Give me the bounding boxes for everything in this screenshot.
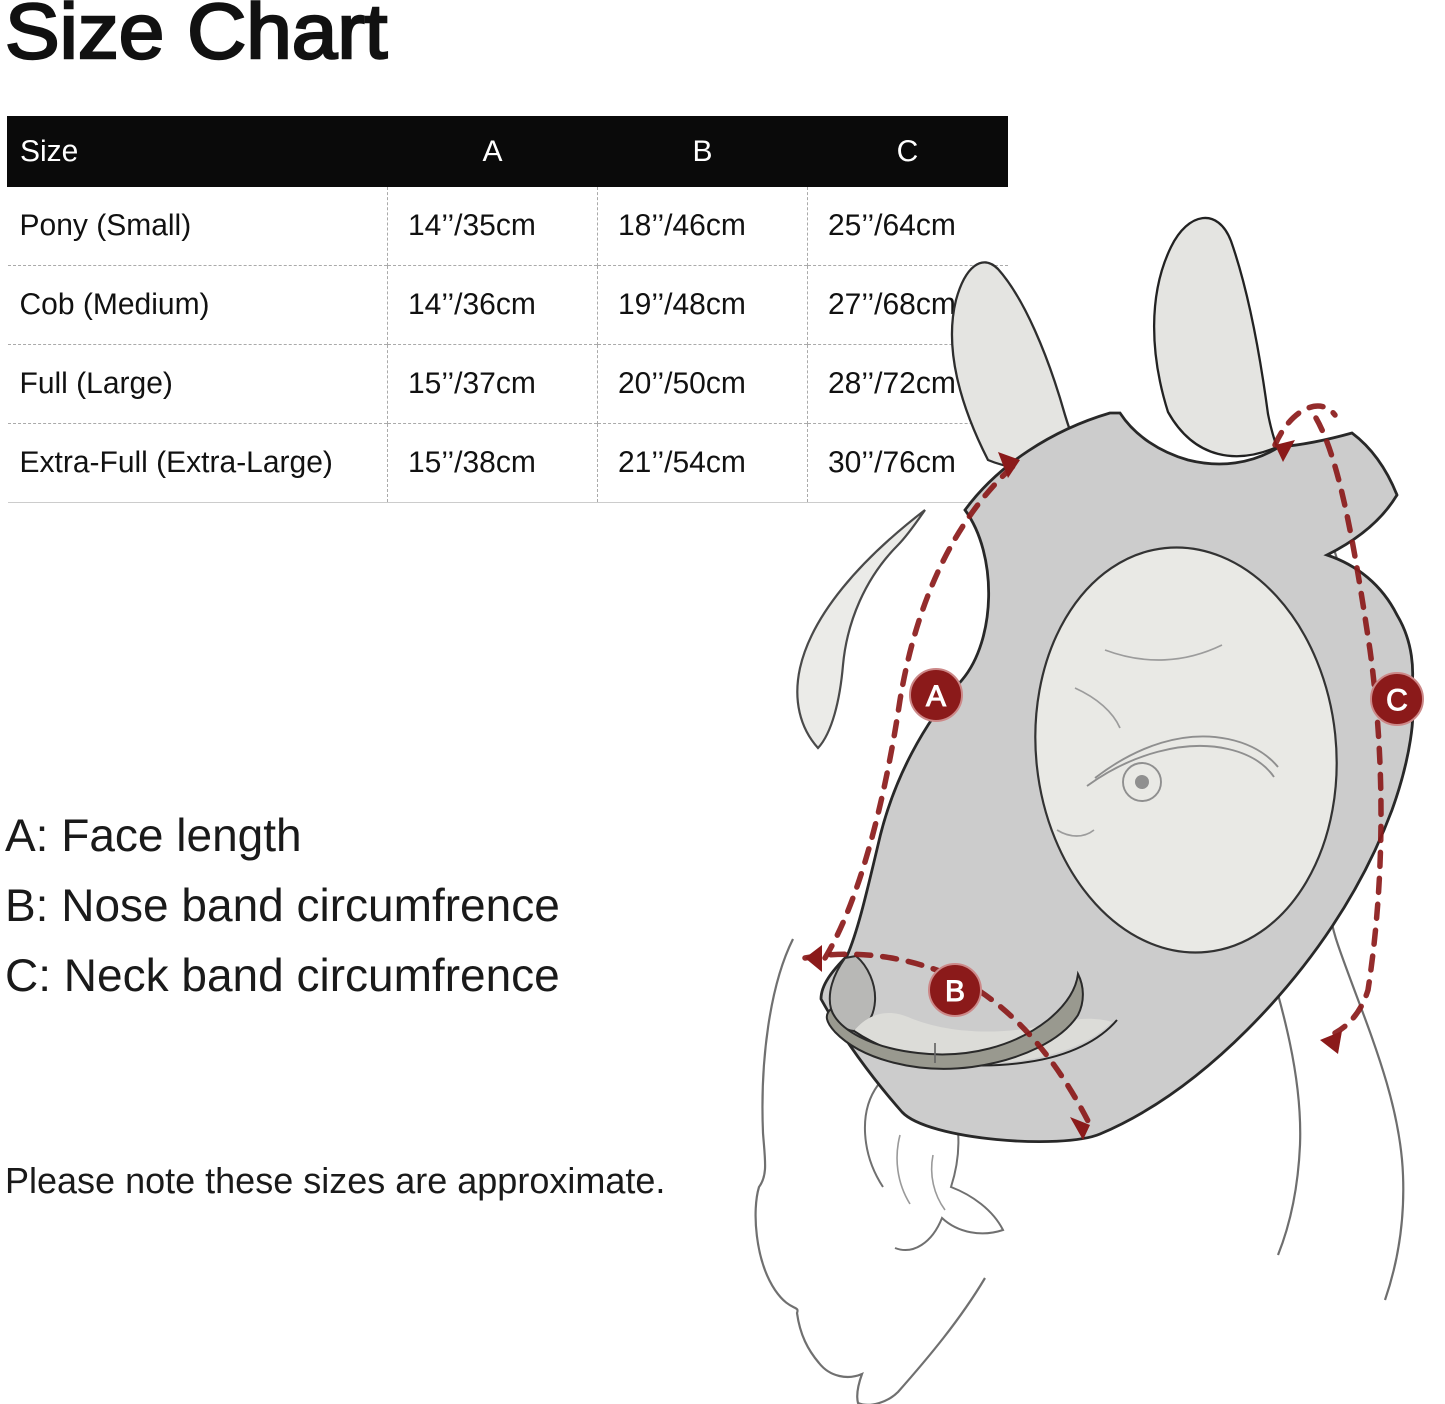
svg-text:C: C — [1386, 684, 1408, 717]
svg-text:A: A — [925, 680, 947, 713]
svg-text:B: B — [945, 975, 965, 1008]
